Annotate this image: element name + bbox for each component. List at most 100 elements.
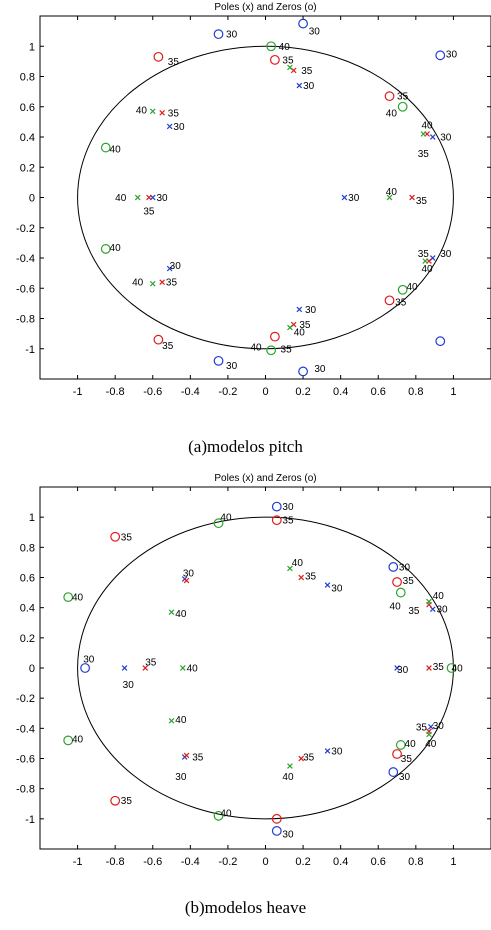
pole-marker-30 — [428, 724, 434, 730]
x-tick-label: 0 — [262, 856, 268, 868]
pole-marker-35 — [146, 194, 152, 201]
y-tick-label: -1 — [25, 344, 35, 356]
zero-marker-40 — [213, 518, 224, 529]
zero-marker-35 — [110, 531, 121, 542]
marker-annotation: 30 — [170, 261, 182, 272]
marker-annotation: 30 — [183, 568, 195, 579]
marker-annotation: 30 — [446, 49, 458, 60]
marker-annotation: 30 — [440, 133, 452, 144]
y-tick-label: 1 — [29, 512, 35, 524]
y-tick-label: -0.2 — [16, 223, 35, 235]
y-tick-label: -0.6 — [16, 754, 35, 766]
pole-marker-40 — [426, 598, 432, 605]
pole-marker-40 — [287, 763, 293, 769]
x-tick-label: -0.6 — [143, 386, 162, 398]
pole-marker-30 — [166, 123, 173, 130]
x-tick-label: 0.2 — [295, 856, 310, 868]
x-tick-label: 0.6 — [371, 856, 386, 868]
pole-marker-35 — [409, 194, 415, 201]
zero-marker-30 — [271, 826, 282, 836]
pole-marker-30 — [296, 306, 303, 313]
figure-heave: Poles (x) and Zeros (o) -1 -0.8 -0.6 -0.4 -0.… — [0, 470, 491, 930]
marker-annotation: 30 — [282, 829, 294, 840]
marker-annotation: 40 — [72, 593, 84, 604]
y-tick-label: 0.8 — [20, 72, 35, 84]
pole-marker-35 — [159, 109, 165, 116]
zero-marker-40 — [266, 345, 277, 356]
zero-marker-30 — [298, 18, 308, 29]
pole-marker-40 — [287, 565, 293, 572]
pole-marker-40 — [287, 324, 293, 331]
zero-marker-35 — [392, 749, 402, 759]
pole-marker-30 — [341, 194, 348, 201]
marker-annotation: 30 — [226, 30, 238, 41]
x-tick-label: -1 — [73, 386, 83, 398]
zero-marker-35 — [384, 295, 395, 306]
marker-annotation: 35 — [162, 341, 174, 352]
marker-annotation: 30 — [314, 364, 326, 375]
zero-marker-30 — [388, 767, 399, 777]
x-tick-label: -0.8 — [106, 856, 125, 868]
marker-annotation: 40 — [282, 772, 294, 783]
zero-marker-40 — [63, 592, 74, 603]
marker-annotation: 35 — [282, 516, 294, 527]
marker-annotation: 40 — [386, 187, 398, 198]
chart-title: Poles (x) and Zeros (o) — [214, 2, 316, 13]
marker-annotation: 40 — [110, 243, 122, 254]
pole-zero-chart-heave: Poles (x) and Zeros (o) -1 -0.8 -0.6 -0.4 -0.… — [16, 473, 491, 868]
zero-marker-40 — [100, 142, 111, 153]
caption-pitch: (a)modelos pitch — [188, 437, 303, 456]
zero-marker-40 — [446, 663, 457, 673]
marker-annotation: 35 — [192, 752, 204, 763]
pole-marker-30 — [429, 606, 436, 612]
marker-annotation: 35 — [416, 722, 428, 733]
marker-annotation: 35 — [433, 662, 445, 673]
marker-annotation: 30 — [331, 746, 343, 757]
zero-marker-35 — [153, 51, 164, 62]
pole-marker-30 — [324, 582, 331, 588]
marker-annotation: 35 — [299, 320, 311, 331]
marker-annotation: 40 — [136, 105, 148, 116]
marker-annotation: 40 — [421, 264, 433, 275]
zero-marker-35 — [384, 91, 395, 102]
x-tick-label: -0.2 — [218, 856, 237, 868]
y-tick-label: -0.8 — [16, 314, 35, 326]
marker-annotation: 40 — [250, 343, 262, 354]
zero-marker-30 — [298, 366, 308, 377]
marker-annotation: 40 — [405, 739, 417, 750]
y-tick-label: 0.2 — [20, 162, 35, 174]
marker-annotation: 40 — [421, 120, 433, 131]
marker-annotation: 35 — [168, 57, 180, 68]
marker-annotation: 40 — [390, 602, 402, 613]
zero-marker-40 — [213, 810, 224, 821]
pole-marker-40 — [134, 194, 141, 201]
marker-annotation: 40 — [110, 145, 122, 156]
marker-annotation: 35 — [418, 149, 430, 160]
pole-marker-35 — [426, 665, 432, 671]
pole-zero-chart-pitch: Poles (x) and Zeros (o) -1 -0.8 -0.6 -0.4 -0.… — [16, 2, 491, 398]
x-tick-label: -0.8 — [106, 386, 125, 398]
marker-annotation: 40 — [433, 591, 445, 602]
marker-annotation: 35 — [303, 752, 315, 763]
marker-annotation: 35 — [397, 92, 409, 103]
marker-annotation: 40 — [406, 282, 418, 293]
zero-marker-40 — [266, 41, 277, 52]
marker-annotation: 30 — [303, 81, 315, 92]
zero-marker-30 — [388, 562, 399, 572]
x-tick-label: 0.2 — [295, 386, 310, 398]
y-tick-label: -0.2 — [16, 693, 35, 705]
y-tick-label: 0.2 — [20, 633, 35, 645]
marker-annotation: 40 — [220, 808, 232, 819]
zero-marker-30 — [271, 501, 282, 512]
pole-marker-30 — [166, 265, 173, 272]
marker-annotation: 35 — [416, 196, 428, 207]
zero-marker-35 — [110, 795, 121, 806]
axes-frame — [39, 486, 491, 850]
x-tick-label: 0.8 — [408, 386, 423, 398]
x-tick-label: -0.6 — [143, 856, 162, 868]
zero-marker-35 — [271, 813, 282, 824]
marker-annotation: 40 — [452, 664, 464, 675]
pole-marker-35 — [142, 665, 149, 671]
pole-marker-40 — [386, 194, 393, 201]
zero-marker-35 — [153, 334, 164, 345]
